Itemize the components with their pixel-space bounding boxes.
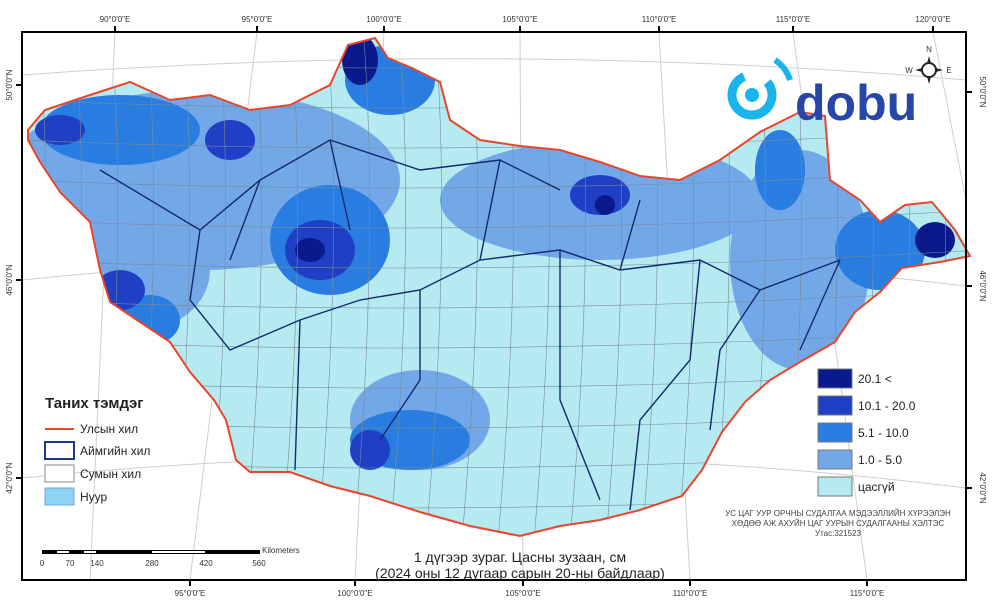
class-swatch (817, 368, 853, 389)
north-arrow-icon: N W E (905, 45, 952, 84)
snow-zone (205, 120, 255, 160)
compass-n: N (926, 45, 932, 54)
aimag-boundaries (99, 139, 841, 511)
sum-boundary (28, 289, 970, 309)
snow-zone (342, 38, 378, 85)
map-caption-line-1: 1 дүгээр зураг. Цасны зузаан, см (414, 549, 626, 565)
legend-label-aimag: Аймгийн хил (80, 444, 150, 458)
aimag-boundary (329, 139, 351, 231)
scale-tick: 560 (252, 559, 266, 568)
lon-label-top: 90°0'0"E (100, 15, 131, 24)
lat-label-left: 50°0'0"N (5, 69, 14, 100)
scale-bar: Kilometers 0 70 140 280 420 560 (40, 546, 300, 568)
class-swatch (817, 476, 853, 497)
lon-label-top: 115°0'0"E (776, 15, 811, 24)
credit-line-3: Утас:321523 (815, 529, 862, 538)
class-label: цасгүй (858, 480, 895, 494)
lat-label-left: 42°0'0"N (5, 462, 14, 493)
legend-title: Таних тэмдэг (45, 395, 144, 412)
aimag-boundary (559, 250, 601, 501)
snow-zone (35, 115, 85, 145)
snow-zone (295, 238, 325, 262)
aimag-boundary (629, 259, 701, 511)
aimag-boundary (479, 159, 501, 261)
credit-line-2: ХӨДӨӨ АЖ АХУЙН ЦАГ УУРЫН СУДАЛГААНЫ ХЭЛТ… (732, 519, 945, 528)
lon-label-bottom: 115°0'0"E (850, 589, 885, 598)
aimag-boundary (294, 319, 301, 471)
lon-label-top: 100°0'0"E (366, 15, 401, 24)
sum-boundary (929, 39, 946, 536)
sum-boundary (353, 39, 370, 536)
aimag-boundary (619, 199, 641, 271)
credits: УС ЦАГ УУР ОРЧНЫ СУДАЛГАА МЭДЭЭЛЛИЙН ХҮР… (725, 509, 951, 538)
legend-swatch-sum (44, 464, 75, 483)
snow-zone (595, 195, 615, 215)
sum-boundary (317, 39, 334, 536)
map-caption-line-2: (2024 оны 12 дугаар сарын 20-ны байдлаар… (375, 565, 665, 581)
scale-tick: 280 (145, 559, 159, 568)
class-label: 1.0 - 5.0 (858, 453, 902, 467)
snow-depth-legend: 20.1 < 10.1 - 20.0 5.1 - 10.0 1.0 - 5.0 цасг… (817, 368, 916, 497)
legend: Таних тэмдэг Улсын хил Аймгийн хил Сумын… (44, 395, 150, 506)
scale-tick: 140 (90, 559, 104, 568)
snow-zone (730, 150, 870, 370)
aimag-boundary (379, 290, 421, 441)
scale-unit: Kilometers (262, 546, 300, 555)
lat-label-right: 46°0'0"N (978, 270, 987, 301)
sum-boundary (28, 209, 970, 229)
class-label: 5.1 - 10.0 (858, 426, 909, 440)
scale-tick: 70 (66, 559, 75, 568)
aimag-boundary (799, 259, 841, 351)
lon-label-bottom: 100°0'0"E (337, 589, 372, 598)
national-border (27, 36, 972, 538)
aimag-boundary (189, 229, 841, 351)
credit-line-1: УС ЦАГ УУР ОРЧНЫ СУДАЛГАА МЭДЭЭЛЛИЙН ХҮР… (725, 509, 951, 518)
lon-label-bottom: 105°0'0"E (505, 589, 540, 598)
snow-zone (915, 222, 955, 258)
dobu-logo: dobu (727, 57, 917, 131)
lon-label-top: 120°0'0"E (915, 15, 950, 24)
lat-label-right: 42°0'0"N (978, 472, 987, 503)
lon-label-top: 110°0'0"E (642, 15, 677, 24)
compass-w: W (905, 66, 913, 75)
compass-e: E (946, 66, 951, 75)
scale-tick: 420 (199, 559, 213, 568)
map-frame (21, 31, 967, 581)
legend-label-national: Улсын хил (80, 422, 138, 436)
snow-zone (350, 430, 390, 470)
legend-label-sum: Сумын хил (80, 467, 141, 481)
lon-label-bottom: 110°0'0"E (673, 589, 708, 598)
coordinate-ticks: 90°0'0"E 95°0'0"E 100°0'0"E 105°0'0"E 110°0'… (5, 15, 987, 598)
aimag-boundary (229, 179, 261, 261)
class-swatch (817, 449, 853, 470)
class-label: 10.1 - 20.0 (858, 399, 916, 413)
class-swatch (817, 395, 853, 416)
sum-boundary (425, 39, 442, 536)
scale-tick: 0 (40, 559, 45, 568)
logo-text: dobu (795, 75, 917, 131)
lon-label-top: 95°0'0"E (242, 15, 273, 24)
legend-label-lake: Нуур (80, 490, 108, 504)
snow-zone (755, 130, 805, 210)
class-swatch (817, 422, 853, 443)
lat-label-left: 46°0'0"N (5, 264, 14, 295)
lon-label-bottom: 95°0'0"E (175, 589, 206, 598)
legend-swatch-lake (44, 487, 75, 506)
sum-boundary (28, 249, 970, 269)
class-label: 20.1 < (858, 372, 892, 386)
legend-swatch-aimag (44, 441, 75, 460)
sum-boundary (389, 39, 406, 536)
lat-label-right: 50°0'0"N (978, 76, 987, 107)
lon-label-top: 105°0'0"E (502, 15, 537, 24)
aimag-boundary (709, 289, 761, 431)
